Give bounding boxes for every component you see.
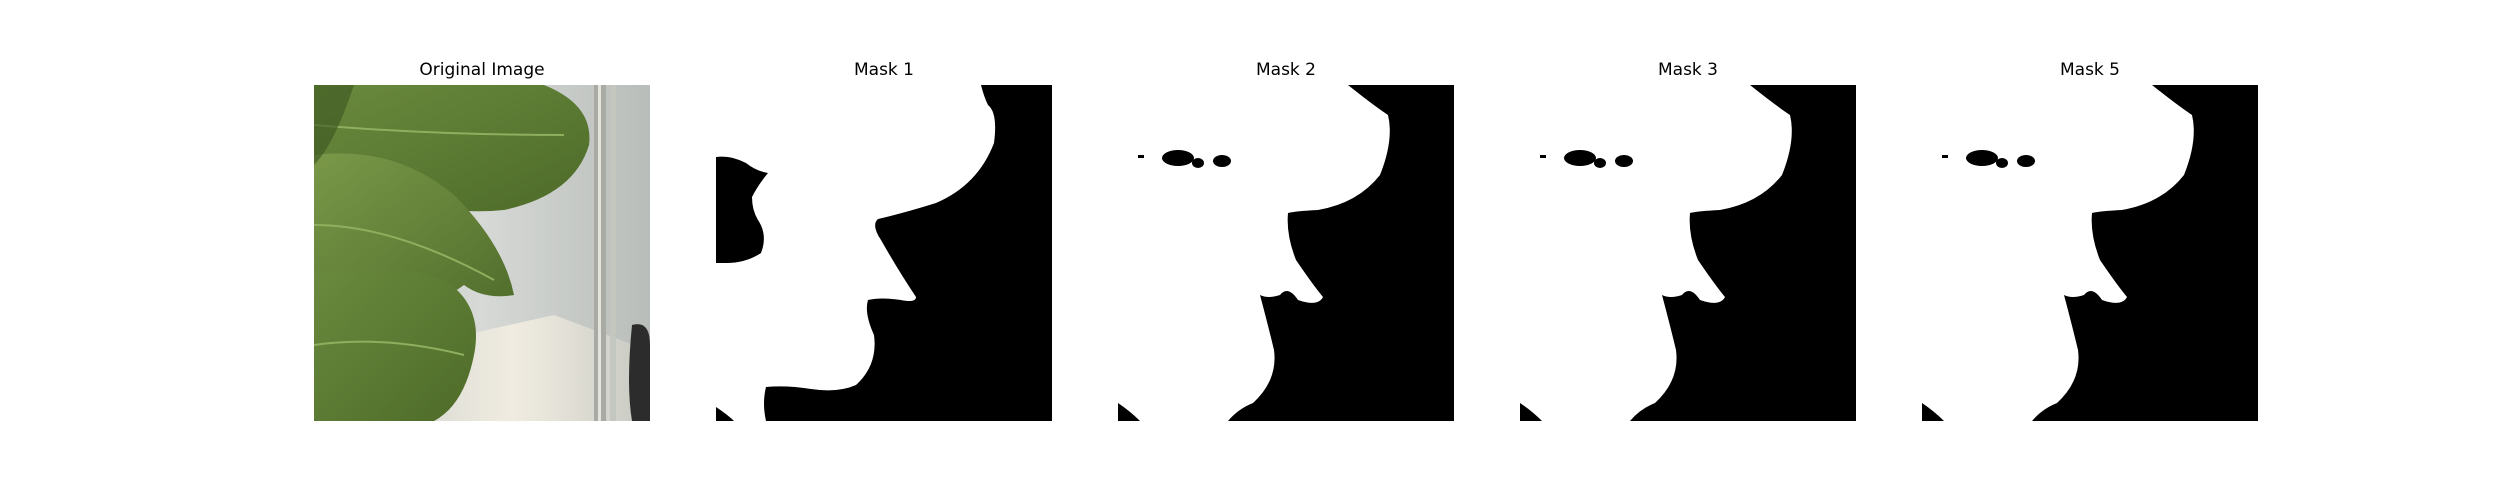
panel-title: Mask 2 bbox=[1255, 60, 1316, 80]
mask-image bbox=[1118, 85, 1454, 421]
panel-title: Mask 5 bbox=[2059, 60, 2120, 80]
mask-image bbox=[716, 85, 1052, 421]
original-image bbox=[314, 85, 650, 421]
mask-image bbox=[1922, 85, 2258, 421]
panel-title: Mask 1 bbox=[853, 60, 914, 80]
panel-title: Original Image bbox=[419, 60, 545, 80]
panel-title: Mask 3 bbox=[1657, 60, 1718, 80]
mask-image bbox=[1520, 85, 1856, 421]
